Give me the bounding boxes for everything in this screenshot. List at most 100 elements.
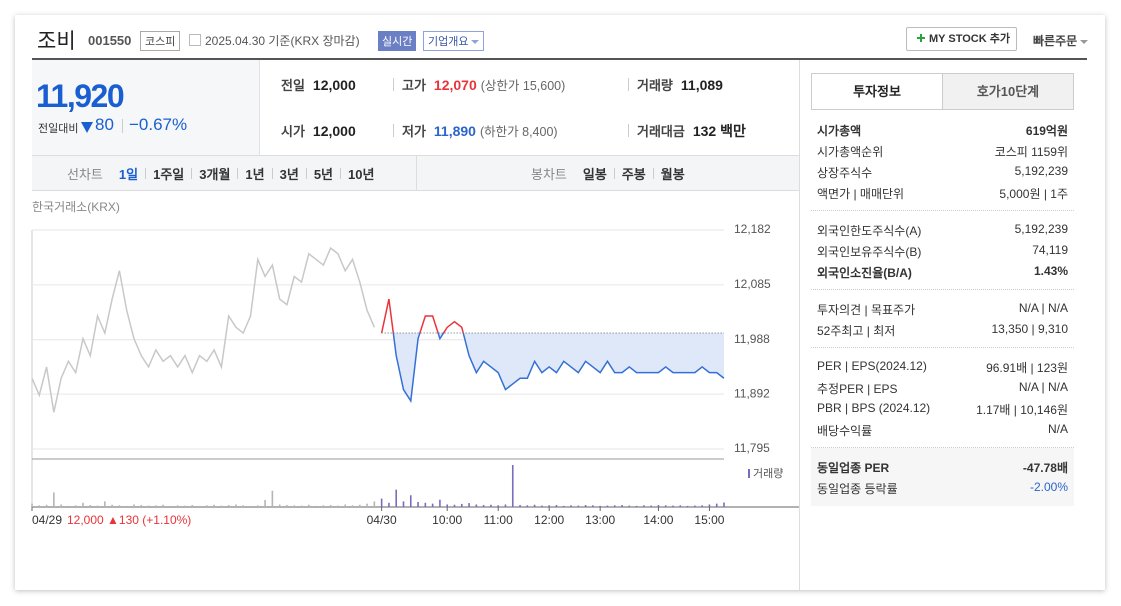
group-rule (811, 347, 1074, 348)
stat-value: 12,000 (312, 77, 356, 93)
period-tab[interactable]: 10년 (348, 167, 375, 182)
price: 11,920 (36, 78, 125, 114)
stock-name: 조비 (37, 30, 76, 53)
quick-order[interactable]: 빠른주문 (1033, 32, 1089, 49)
period-tabs: 선차트 1일 1주일 3개월 1년 3년 5년 10년 (67, 164, 374, 183)
info-value: N/A | N/A (1018, 380, 1068, 394)
stat-label: 거래대금 (637, 124, 685, 139)
info-tab[interactable]: 호가10단계 (942, 73, 1074, 110)
period-tab[interactable]: 1주일 (153, 167, 185, 182)
info-label: 상장주식수 (817, 166, 873, 180)
stat: 거래량 11,089 (637, 75, 723, 94)
info-value: N/A (1047, 422, 1068, 436)
info-label: 동일업종 등락률 (817, 482, 898, 496)
header-rule (32, 58, 1087, 60)
info-row: 상장주식수 5,192,239 (817, 164, 1068, 181)
separator (145, 168, 147, 179)
stat-value: 11,089 (680, 77, 723, 93)
info-value: -47.78배 (1022, 461, 1068, 475)
info-label: PBR | BPS (2024.12) (817, 401, 931, 415)
info-row: 투자의견 | 목표주가 N/A | N/A (817, 301, 1068, 318)
stat: 전일 12,000 (281, 75, 356, 94)
chart-type-label: 봉차트 (531, 167, 567, 182)
mystock-button[interactable]: MY STOCK 추가 (906, 27, 1017, 51)
info-row: 배당수익률 N/A (817, 422, 1068, 439)
info-label: 추정PER | EPS (817, 382, 898, 396)
info-value: 96.91배 | 123원 (986, 361, 1068, 375)
period-tab[interactable]: 1년 (245, 167, 265, 182)
separator (393, 124, 394, 137)
stat: 저가 11,890 (하한가 8,400) (402, 121, 558, 140)
market-badge: 코스피 (140, 31, 181, 51)
date: 2025.04.30 기준(KRX 장마감) (205, 34, 360, 48)
change: 80 (95, 115, 114, 134)
column-divider (799, 60, 800, 590)
company-button[interactable]: 기업개요 (423, 31, 485, 51)
info-value: 74,119 (1032, 243, 1068, 257)
info-label: 외국인소진율(B/A) (817, 266, 912, 280)
change-rate: −0.67% (129, 115, 188, 134)
info-row: 52주최고 | 최저 13,350 | 9,310 (817, 322, 1068, 339)
tab-rule (811, 109, 1074, 110)
period-tab[interactable]: 일봉 (582, 167, 607, 182)
info-row: PBR | BPS (2024.12) 1.17배 | 10,146원 (817, 401, 1068, 418)
info-row: 외국인한도주식수(A) 5,192,239 (817, 222, 1068, 239)
company-label: 기업개요 (428, 36, 469, 48)
stat-value: 12,070 (433, 77, 477, 93)
separator (305, 168, 307, 179)
group-rule (811, 210, 1074, 211)
quote-box (32, 60, 260, 155)
info-value: 13,350 | 9,310 (991, 322, 1068, 336)
period-bar (32, 155, 799, 191)
info-row: 액면가 | 매매단위 5,000원 | 1주 (817, 185, 1068, 202)
mystock-label: MY STOCK 추가 (929, 33, 1010, 45)
info-value: 619억원 (1025, 124, 1068, 138)
separator (191, 168, 193, 179)
info-value: 5,192,239 (1014, 164, 1068, 178)
period-tab[interactable]: 3개월 (199, 167, 231, 182)
stock-code: 001550 (88, 33, 132, 48)
stat-value: 132 백만 (692, 123, 746, 139)
separator (340, 168, 342, 179)
stat: 거래대금 132 백만 (637, 121, 746, 141)
stat: 시가 12,000 (281, 121, 356, 140)
group-rule (811, 289, 1074, 290)
period-tab[interactable]: 1일 (118, 167, 139, 182)
info-row: PER | EPS(2024.12) 96.91배 | 123원 (817, 359, 1068, 376)
period-tab[interactable]: 3년 (279, 167, 299, 182)
info-value: 1.43% (1033, 264, 1068, 278)
info-row: 외국인소진율(B/A) 1.43% (817, 264, 1068, 281)
info-label: 52주최고 | 최저 (817, 324, 896, 338)
period-tab[interactable]: 5년 (313, 167, 334, 182)
info-label: 외국인한도주식수(A) (817, 224, 922, 238)
period-tab[interactable]: 월봉 (660, 167, 685, 182)
quick-order-label: 빠른주문 (1033, 34, 1078, 48)
info-tab[interactable]: 투자정보 (811, 73, 943, 110)
change-label: 전일대비 (38, 123, 79, 135)
separator (628, 124, 629, 137)
period-tab[interactable]: 주봉 (621, 167, 646, 182)
info-value: 코스피 1159위 (994, 145, 1068, 159)
separator (613, 168, 615, 179)
separator (628, 78, 629, 91)
separator (271, 168, 273, 179)
period-tabs: 봉차트 일봉 주봉 월봉 (531, 164, 685, 183)
stat-label: 고가 (402, 78, 426, 93)
stat-note: (상한가 15,600) (480, 79, 566, 93)
info-row: 외국인보유주식수(B) 74,119 (817, 243, 1068, 260)
info-row: 시가총액순위 코스피 1159위 (817, 143, 1068, 160)
info-value: -2.00% (1029, 480, 1068, 494)
info-label: 시가총액순위 (817, 145, 884, 159)
info-label: 외국인보유주식수(B) (817, 245, 922, 259)
period-divider (416, 156, 417, 190)
separator (237, 168, 239, 179)
stat-label: 거래량 (637, 78, 673, 93)
stat-label: 전일 (281, 78, 305, 93)
stat-label: 시가 (281, 124, 305, 139)
realtime-badge[interactable]: 실시간 (378, 31, 417, 51)
info-row: 동일업종 등락률 -2.00% (817, 480, 1068, 497)
group-rule (811, 447, 1074, 448)
calendar-icon (189, 34, 201, 46)
info-value: 1.17배 | 10,146원 (976, 403, 1068, 417)
